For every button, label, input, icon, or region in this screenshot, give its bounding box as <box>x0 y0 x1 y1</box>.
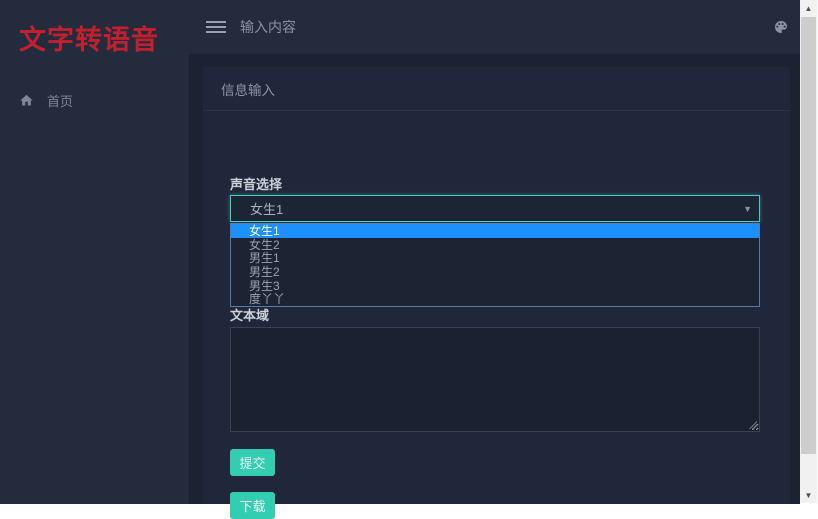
card-title: 信息输入 <box>221 82 275 98</box>
voice-option[interactable]: 男生3 <box>249 278 280 292</box>
voice-option[interactable]: 女生2 <box>249 237 280 252</box>
scroll-up-icon[interactable]: ▲ <box>804 3 813 13</box>
caret-down-icon: ▼ <box>743 204 752 214</box>
sidebar-item-home[interactable]: 首页 <box>0 86 189 114</box>
scrollbar[interactable]: ▲ ▼ <box>800 0 817 503</box>
voice-option[interactable]: 度丫丫 <box>249 292 286 306</box>
voice-select[interactable]: 女生1 ▼ <box>230 195 760 222</box>
voice-select-label: 声音选择 <box>230 177 283 192</box>
voice-select-value: 女生1 <box>250 202 284 217</box>
voice-option[interactable]: 女生1 <box>231 224 759 238</box>
text-input-area[interactable] <box>230 327 760 432</box>
voice-dropdown-list: 女生1 女生2 男生1 男生2 男生3 度丫丫 <box>230 223 760 307</box>
card-header: 信息输入 <box>203 67 790 111</box>
voice-option[interactable]: 男生2 <box>249 265 280 279</box>
textarea-label: 文本域 <box>230 308 270 323</box>
voice-option[interactable]: 男生1 <box>249 251 280 265</box>
palette-icon[interactable] <box>773 19 789 35</box>
topbar-title: 输入内容 <box>240 19 296 35</box>
submit-button[interactable]: 提交 <box>230 449 275 476</box>
card-body: 声音选择 女生1 ▼ 女生1 女生2 男生1 男生2 男生3 度丫丫 文本域 提… <box>203 111 790 519</box>
topbar: 输入内容 <box>189 0 800 54</box>
hamburger-icon[interactable] <box>206 18 226 36</box>
scroll-down-icon[interactable]: ▼ <box>804 490 813 500</box>
app-window: 文字转语音 首页 输入内容 信息输入 声音选择 <box>0 0 800 519</box>
info-input-card: 信息输入 声音选择 女生1 ▼ 女生1 女生2 男生1 男生2 男生3 度丫丫 … <box>203 67 790 519</box>
scrollbar-thumb[interactable] <box>801 17 816 454</box>
app-logo: 文字转语音 <box>19 25 159 55</box>
sidebar-item-label: 首页 <box>47 93 74 109</box>
home-icon <box>19 93 34 108</box>
sidebar: 文字转语音 首页 <box>0 0 189 504</box>
